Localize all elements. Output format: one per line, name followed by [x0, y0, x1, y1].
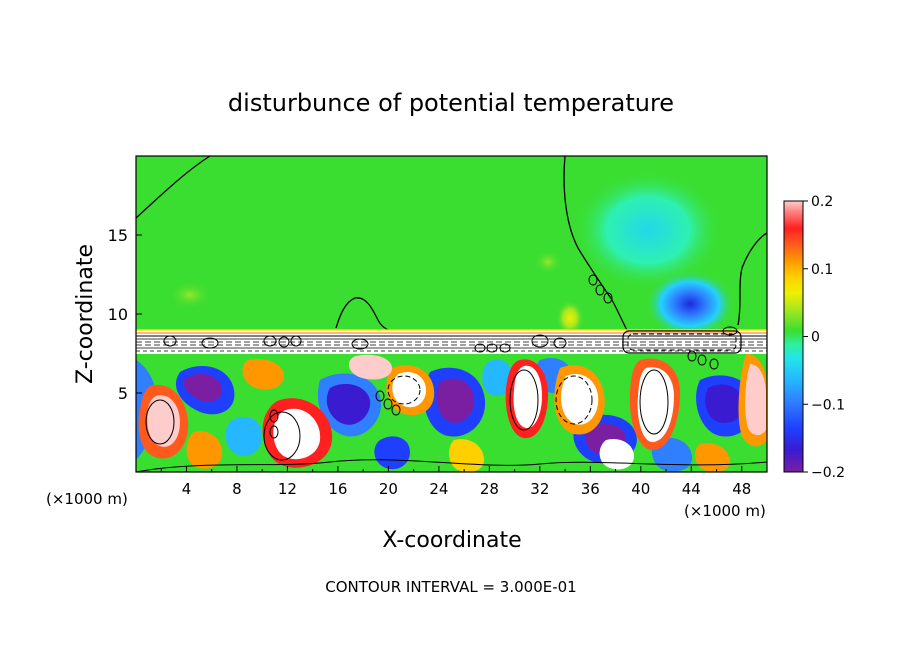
colorbar-tick-label: 0.2 — [811, 194, 833, 210]
contour-plume — [563, 156, 629, 333]
x-tick-label: 20 — [379, 480, 398, 498]
x-tick-label: 44 — [682, 480, 701, 498]
x-tick-label: 24 — [429, 480, 448, 498]
y-tick-label: 5 — [118, 384, 128, 403]
turbulent-cells — [136, 350, 767, 472]
x-tick-label: 16 — [328, 480, 347, 498]
x-tick-label: 32 — [530, 480, 549, 498]
colorbar-tick-label: −0.1 — [811, 397, 845, 413]
contour-bump — [335, 297, 389, 331]
y-axis: 5 10 15 — [108, 226, 142, 403]
colorbar-ticks: 0.2 0.1 0 −0.1 −0.2 — [803, 194, 845, 481]
x-axis-label: X-coordinate — [382, 528, 521, 553]
colorbar-tick-label: 0 — [811, 330, 820, 346]
x-unit-right: (×1000 m) — [684, 502, 766, 520]
x-tick-label: 48 — [732, 480, 751, 498]
y-tick-label: 15 — [108, 226, 128, 245]
x-unit-left: (×1000 m) — [46, 490, 128, 508]
y-tick-label: 10 — [108, 305, 128, 324]
x-axis: 4 8 12 16 20 24 28 32 36 40 44 48 — [160, 466, 751, 498]
colorbar-tick-label: −0.2 — [811, 465, 845, 481]
x-tick-label: 12 — [278, 480, 297, 498]
contour-interval-note: CONTOUR INTERVAL = 3.000E-01 — [325, 578, 576, 596]
contour-top-left — [136, 156, 211, 219]
x-tick-label: 40 — [631, 480, 650, 498]
colorbar — [783, 200, 804, 473]
anomaly-lime-left — [168, 281, 212, 309]
x-tick-label: 4 — [182, 480, 192, 498]
anomaly-yellow-small — [534, 250, 562, 274]
anomaly-blue-core — [645, 270, 735, 338]
x-tick-label: 28 — [480, 480, 499, 498]
field-plot — [136, 156, 767, 472]
anomaly-yellow — [556, 300, 584, 336]
x-tick-label: 8 — [232, 480, 242, 498]
x-tick-label: 36 — [581, 480, 600, 498]
contour-right — [737, 232, 767, 326]
y-axis-label: Z-coordinate — [73, 244, 98, 384]
chart-title: disturbunce of potential temperature — [228, 89, 674, 117]
anomaly-cyan-top — [573, 170, 723, 290]
colorbar-tick-label: 0.1 — [811, 262, 833, 278]
